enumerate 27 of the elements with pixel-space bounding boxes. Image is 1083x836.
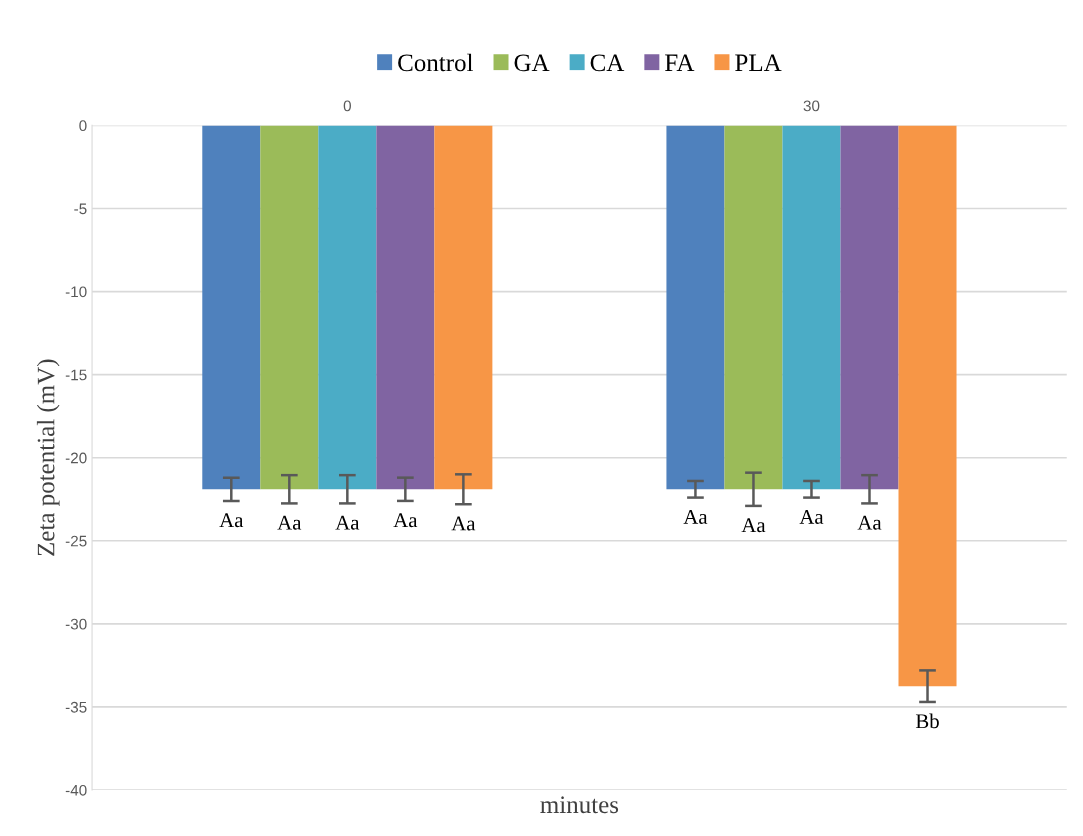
legend-label: FA bbox=[665, 54, 695, 71]
y-tick-label: -30 bbox=[65, 618, 87, 630]
y-tick-label: -15 bbox=[65, 369, 87, 381]
x-axis-title: minutes bbox=[540, 796, 619, 814]
data-label: Aa bbox=[683, 509, 708, 524]
legend-label: GA bbox=[514, 54, 550, 72]
y-tick-label: -10 bbox=[65, 286, 87, 298]
y-tick-label: -40 bbox=[65, 784, 87, 796]
data-label: Aa bbox=[335, 515, 360, 530]
data-label: Aa bbox=[857, 515, 882, 530]
y-tick-label: 0 bbox=[79, 120, 87, 132]
y-tick-label: -35 bbox=[65, 701, 87, 713]
data-label: Aa bbox=[393, 513, 418, 528]
data-label: Aa bbox=[451, 516, 476, 531]
data-label: Aa bbox=[799, 509, 824, 524]
legend-label: PLA bbox=[735, 54, 782, 71]
data-label: Aa bbox=[219, 513, 244, 528]
legend-label: CA bbox=[590, 54, 625, 72]
data-label: Bb bbox=[915, 713, 939, 729]
legend-label: Control bbox=[398, 53, 474, 72]
y-axis-title: Zeta potential (mV) bbox=[36, 359, 60, 556]
y-tick-label: -5 bbox=[74, 203, 87, 215]
data-label: Aa bbox=[277, 515, 302, 530]
data-label: Aa bbox=[741, 518, 766, 533]
y-tick-label: -25 bbox=[65, 535, 87, 547]
y-tick-label: -20 bbox=[65, 452, 87, 464]
x-tick-label: 30 bbox=[803, 100, 820, 112]
